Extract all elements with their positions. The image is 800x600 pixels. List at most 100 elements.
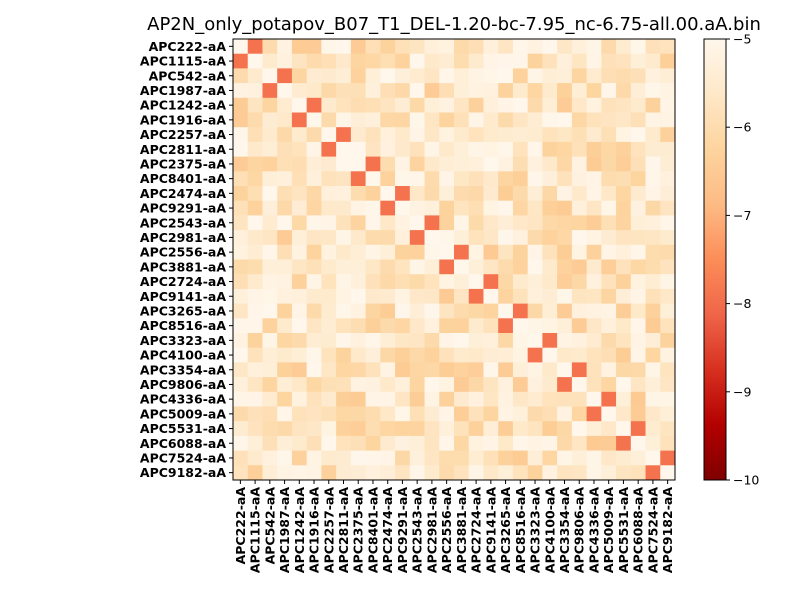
- heatmap-cell: [601, 141, 617, 157]
- heatmap-cell: [380, 156, 396, 172]
- heatmap-cell: [557, 450, 573, 466]
- heatmap-cell: [527, 450, 543, 466]
- heatmap-cell: [660, 377, 676, 393]
- heatmap-cell: [498, 274, 514, 290]
- heatmap-cell: [306, 450, 322, 466]
- heatmap-cell: [233, 53, 249, 69]
- heatmap-cell: [321, 303, 337, 319]
- heatmap-cell: [321, 156, 337, 172]
- heatmap-cell: [645, 259, 661, 275]
- heatmap-cell: [454, 186, 470, 202]
- heatmap-cell: [542, 39, 558, 55]
- heatmap-cell: [277, 288, 293, 304]
- heatmap-cell: [557, 97, 573, 113]
- heatmap-cell: [365, 303, 381, 319]
- heatmap-cell: [527, 39, 543, 55]
- heatmap-cell: [439, 53, 455, 69]
- heatmap-cell: [512, 156, 529, 172]
- heatmap-cell: [365, 274, 381, 290]
- x-tick-label: APC2257-aA: [321, 487, 336, 573]
- heatmap-cell: [306, 53, 322, 69]
- heatmap-cell: [409, 200, 425, 216]
- heatmap-cell: [586, 39, 602, 55]
- heatmap-cell: [409, 465, 425, 481]
- heatmap-cell: [645, 465, 661, 481]
- heatmap-cell: [498, 465, 514, 481]
- heatmap-cell: [247, 230, 263, 246]
- heatmap-cell: [498, 68, 514, 84]
- heatmap-cell: [527, 112, 543, 128]
- heatmap-cell: [645, 274, 661, 290]
- heatmap-cell: [291, 112, 308, 128]
- heatmap-cell: [424, 465, 440, 481]
- heatmap-cell: [277, 347, 293, 363]
- heatmap-cell: [380, 141, 396, 157]
- heatmap-cell: [512, 112, 529, 128]
- heatmap-cell: [586, 127, 602, 143]
- heatmap-cell: [277, 39, 293, 55]
- heatmap-cell: [277, 318, 293, 334]
- heatmap-cell: [483, 259, 499, 275]
- heatmap-cell: [571, 259, 587, 275]
- heatmap-cell: [660, 127, 676, 143]
- heatmap-cell: [350, 421, 366, 437]
- heatmap-cell: [630, 274, 646, 290]
- heatmap-cell: [439, 156, 455, 172]
- heatmap-cell: [586, 68, 602, 84]
- y-tick-label: APC8516-aA: [140, 318, 226, 333]
- heatmap-cell: [454, 215, 470, 231]
- x-tick-label: APC5531-aA: [616, 487, 631, 573]
- heatmap-cell: [542, 230, 558, 246]
- heatmap-cell: [586, 230, 602, 246]
- heatmap-cell: [380, 303, 396, 319]
- heatmap-cell: [527, 141, 543, 157]
- heatmap-cell: [571, 465, 587, 481]
- heatmap-cell: [557, 377, 573, 393]
- heatmap-cell: [247, 156, 263, 172]
- y-tick-label: APC7524-aA: [140, 450, 226, 465]
- heatmap-cell: [365, 68, 381, 84]
- heatmap-cell: [586, 465, 602, 481]
- heatmap-cell: [483, 450, 499, 466]
- heatmap-cell: [306, 141, 322, 157]
- heatmap-cell: [409, 156, 425, 172]
- heatmap-cell: [291, 244, 308, 260]
- heatmap-cell: [350, 186, 366, 202]
- heatmap-cell: [527, 465, 543, 481]
- heatmap-cell: [571, 377, 587, 393]
- heatmap-cell: [468, 127, 484, 143]
- x-tick-label: APC8401-aA: [365, 487, 380, 573]
- heatmap-cell: [542, 362, 558, 378]
- x-tick-label: APC9182-aA: [660, 487, 675, 573]
- heatmap-cell: [321, 39, 337, 55]
- heatmap-cell: [424, 230, 440, 246]
- heatmap-cell: [468, 362, 484, 378]
- heatmap-cell: [645, 347, 661, 363]
- y-tick-label: APC8401-aA: [140, 171, 226, 186]
- heatmap-cell: [601, 171, 617, 187]
- heatmap-cell: [365, 333, 381, 349]
- heatmap-cell: [247, 274, 263, 290]
- heatmap-cell: [468, 450, 484, 466]
- heatmap-cell: [630, 53, 646, 69]
- heatmap-cell: [424, 406, 440, 422]
- heatmap-cell: [630, 333, 646, 349]
- heatmap-cell: [660, 318, 676, 334]
- heatmap-cell: [483, 391, 499, 407]
- heatmap-cell: [630, 318, 646, 334]
- heatmap-cell: [483, 200, 499, 216]
- heatmap-cell: [380, 200, 396, 216]
- heatmap-cell: [262, 333, 278, 349]
- heatmap-cell: [277, 274, 293, 290]
- heatmap-cell: [542, 156, 558, 172]
- heatmap-cell: [468, 333, 484, 349]
- y-tick-label: APC1987-aA: [140, 83, 226, 98]
- heatmap-cell: [645, 112, 661, 128]
- heatmap-cell: [424, 39, 440, 55]
- heatmap-cell: [512, 127, 529, 143]
- heatmap-cell: [277, 259, 293, 275]
- heatmap-cell: [424, 333, 440, 349]
- heatmap-cell: [350, 333, 366, 349]
- heatmap-cell: [630, 347, 646, 363]
